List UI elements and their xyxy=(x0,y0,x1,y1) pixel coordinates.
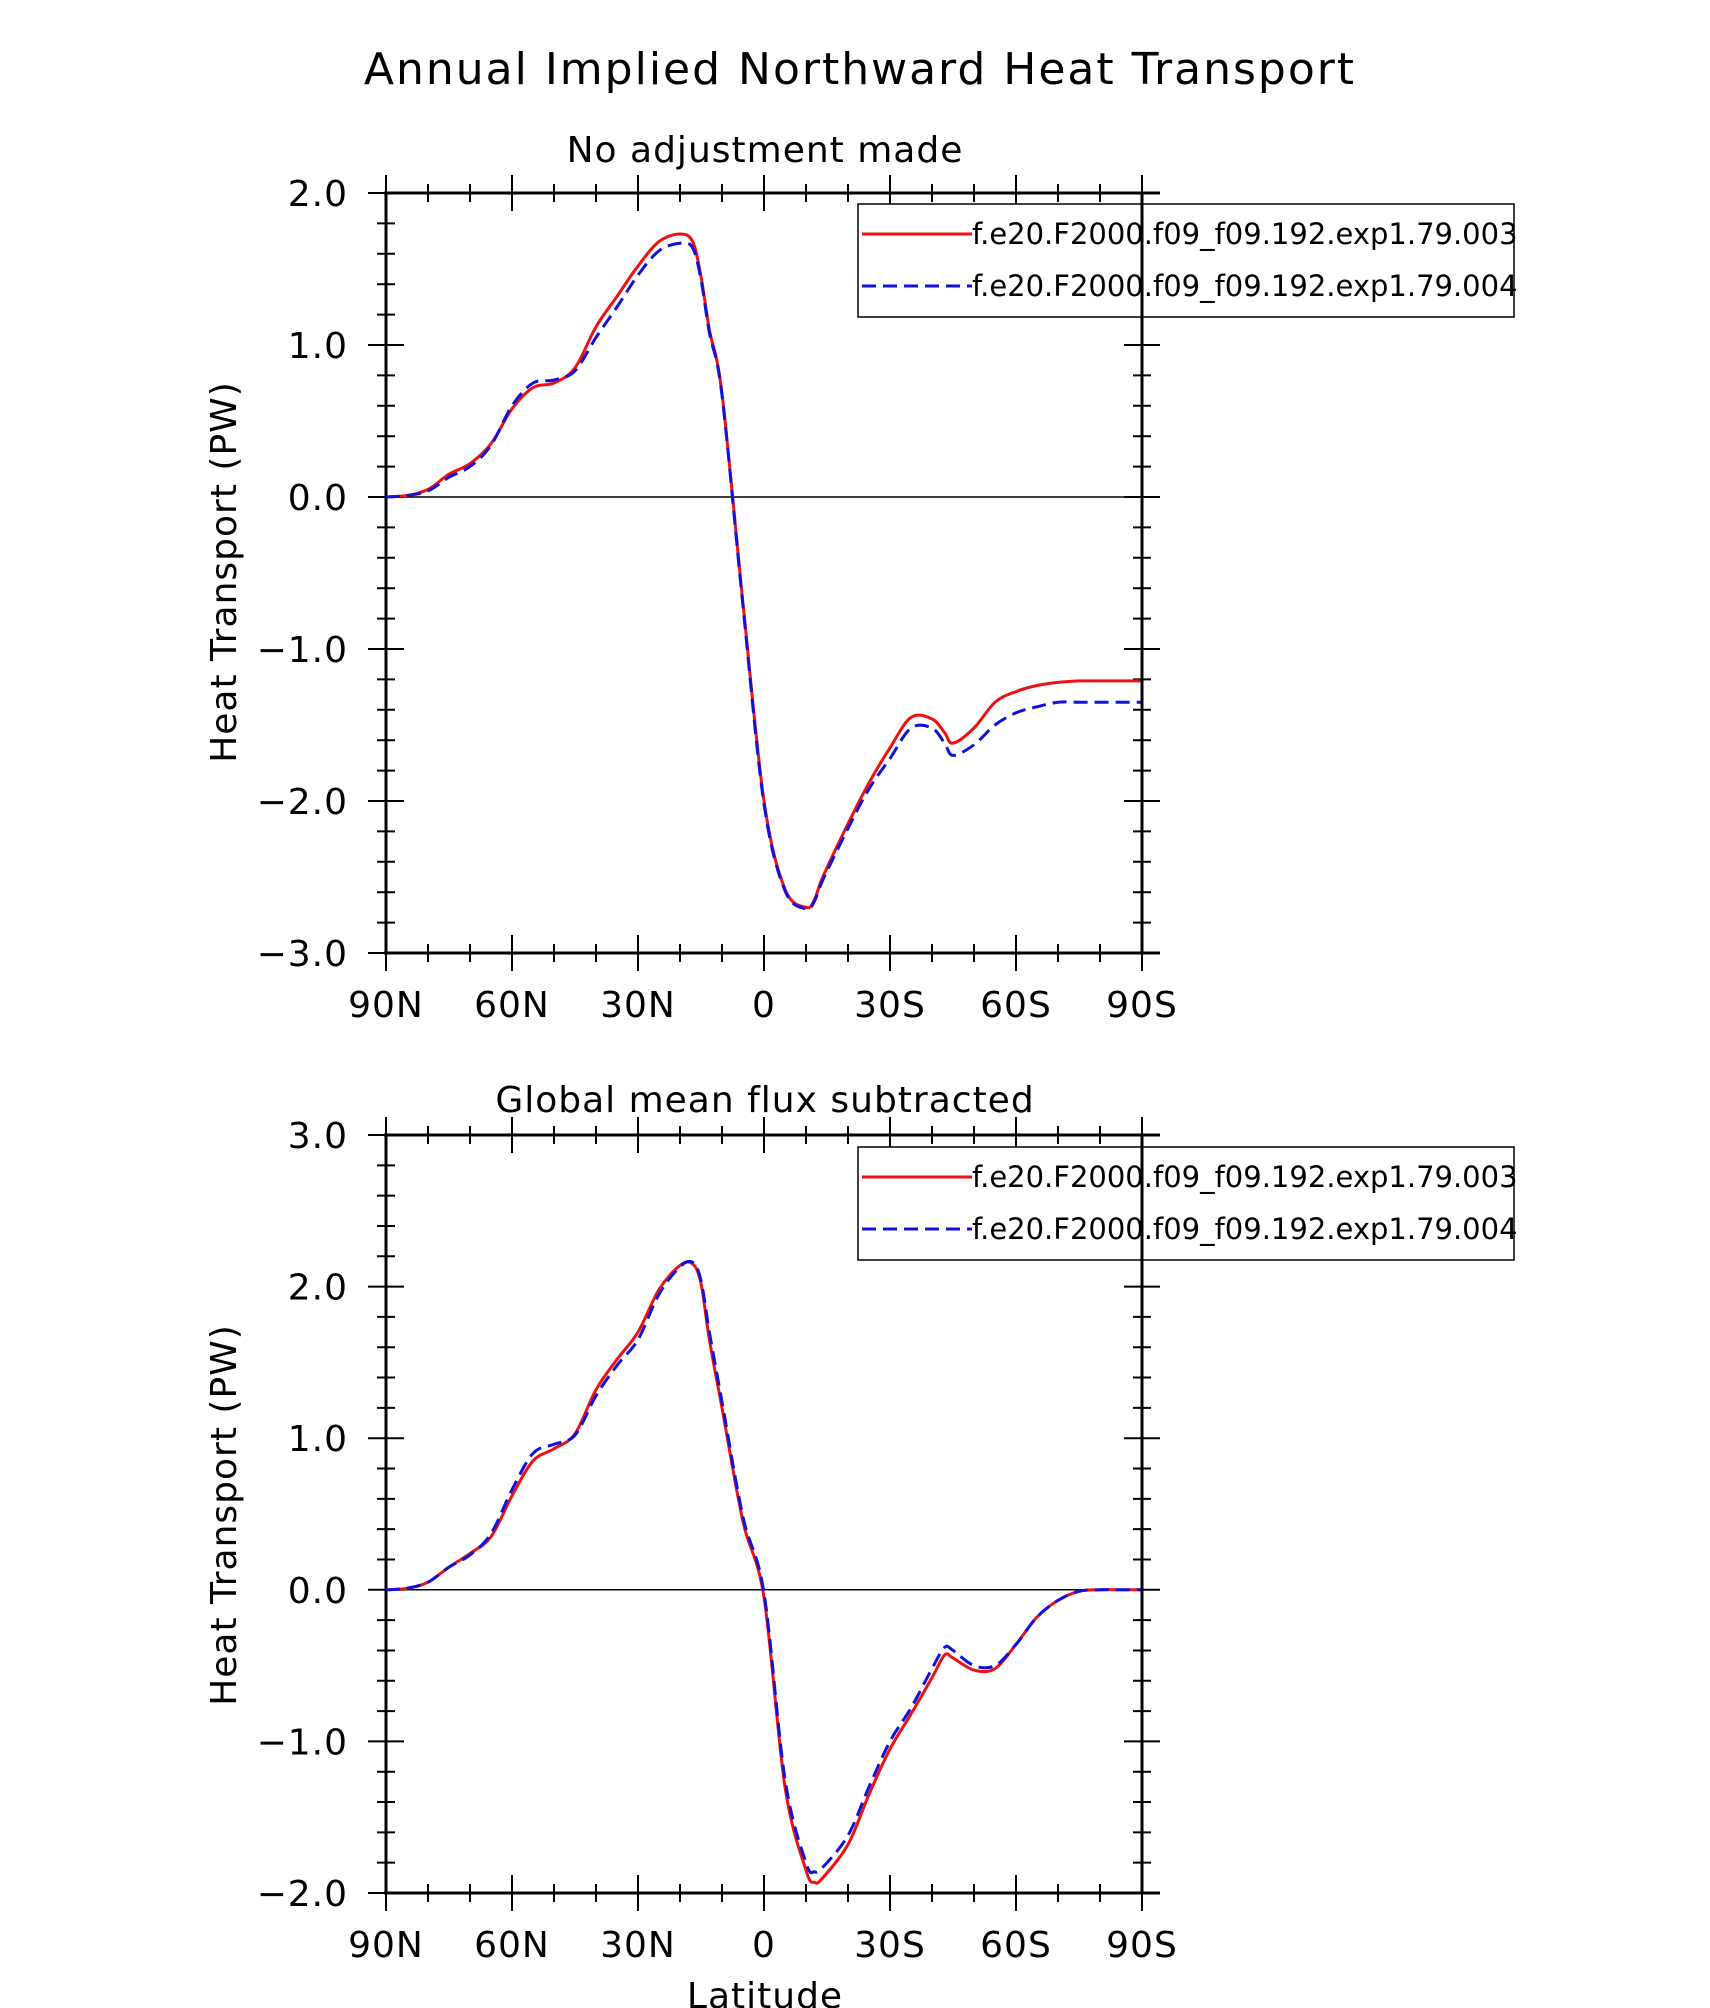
y-axis-label: Heat Transport (PW) xyxy=(204,381,245,763)
series-line-1 xyxy=(385,1260,1142,1885)
x-axis-label: Latitude xyxy=(687,1976,843,2008)
x-tick-label: 30N xyxy=(600,985,676,1026)
x-tick-label: 90N xyxy=(348,1925,424,1966)
series-line-2 xyxy=(385,241,1142,911)
y-tick-label: 0.0 xyxy=(288,478,348,519)
y-tick-label: −3.0 xyxy=(257,934,348,975)
figure-title: Annual Implied Northward Heat Transport xyxy=(364,44,1356,95)
panel-title: No adjustment made xyxy=(567,130,964,171)
legend: f.e20.F2000.f09_f09.192.exp1.79.003 f.e2… xyxy=(857,203,1518,318)
y-tick-label: 0.0 xyxy=(288,1571,348,1612)
legend-box xyxy=(857,203,1515,318)
x-tick-label: 90N xyxy=(348,985,424,1026)
x-tick-label: 60S xyxy=(980,1925,1052,1966)
y-tick-label: −1.0 xyxy=(257,1722,348,1763)
series-line-1 xyxy=(385,232,1142,910)
y-tick-label: 1.0 xyxy=(288,326,348,367)
y-tick-label: 2.0 xyxy=(288,1268,348,1309)
legend-label-series-1: f.e20.F2000.f09_f09.192.exp1.79.003 xyxy=(972,217,1518,251)
panel-global-mean-subtracted: Global mean flux subtracted Heat Transpo… xyxy=(204,1080,1518,2008)
y-tick-label: 1.0 xyxy=(288,1419,348,1460)
panel-no-adjustment: No adjustment made Heat Transport (PW) 9… xyxy=(204,130,1518,1026)
legend-label-series-2: f.e20.F2000.f09_f09.192.exp1.79.004 xyxy=(972,269,1518,303)
y-tick-label: 2.0 xyxy=(288,174,348,215)
legend-box xyxy=(857,1146,1515,1261)
panel-marks: 90N 60N 30N 0 30S 60S 90S 2.0 1.0 0.0 −1.0 −2.0 −3.0 xyxy=(257,174,1178,1026)
x-tick-label: 30S xyxy=(854,985,926,1026)
y-tick-label: −2.0 xyxy=(257,1874,348,1915)
series-line-2 xyxy=(385,1259,1142,1875)
legend: f.e20.F2000.f09_f09.192.exp1.79.003 f.e2… xyxy=(857,1146,1518,1261)
x-tick-label: 60S xyxy=(980,985,1052,1026)
y-axis-label: Heat Transport (PW) xyxy=(204,1324,245,1706)
x-tick-label: 0 xyxy=(752,985,776,1026)
x-tick-label: 30N xyxy=(600,1925,676,1966)
y-tick-label: −1.0 xyxy=(257,630,348,671)
y-tick-label: 3.0 xyxy=(288,1116,348,1157)
legend-label-series-1: f.e20.F2000.f09_f09.192.exp1.79.003 xyxy=(972,1160,1518,1194)
panel-title: Global mean flux subtracted xyxy=(495,1080,1034,1121)
x-tick-label: 60N xyxy=(474,1925,550,1966)
x-tick-label: 90S xyxy=(1106,1925,1178,1966)
panel-marks: 90N 60N 30N 0 30S 60S 90S 3.0 2.0 1.0 0.0 −1.0 −2.0 xyxy=(257,1116,1178,1966)
legend-label-series-2: f.e20.F2000.f09_f09.192.exp1.79.004 xyxy=(972,1212,1518,1246)
x-tick-label: 60N xyxy=(474,985,550,1026)
x-tick-label: 30S xyxy=(854,1925,926,1966)
x-tick-label: 0 xyxy=(752,1925,776,1966)
y-tick-label: −2.0 xyxy=(257,782,348,823)
x-tick-label: 90S xyxy=(1106,985,1178,1026)
